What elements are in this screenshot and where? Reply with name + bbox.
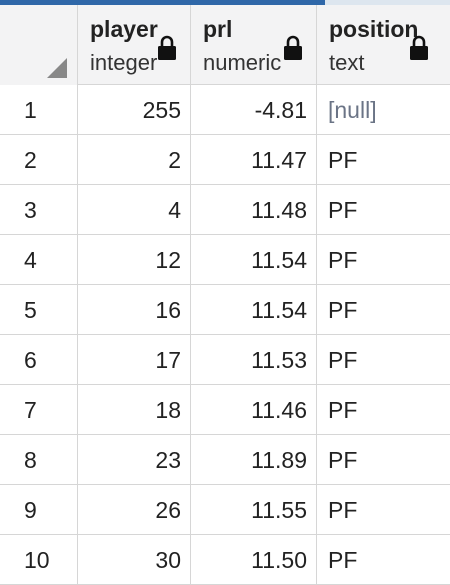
grid-header-row: player integer prl numeric position text	[0, 5, 450, 85]
data-output-grid: player integer prl numeric position text	[0, 5, 450, 585]
table-row[interactable]: 4 12 11.54 PF	[0, 235, 450, 285]
table-row[interactable]: 1 255 -4.81 [null]	[0, 85, 450, 135]
select-all-triangle-icon	[47, 58, 67, 78]
column-type: text	[329, 50, 365, 75]
cell-prl[interactable]: 11.46	[191, 385, 317, 435]
cell-position[interactable]: PF	[328, 347, 358, 373]
cell-prl[interactable]: 11.89	[191, 435, 317, 485]
cell-position[interactable]: PF	[328, 447, 358, 473]
editor-tab-strip	[0, 0, 450, 5]
column-type: integer	[90, 50, 158, 75]
table-row[interactable]: 5 16 11.54 PF	[0, 285, 450, 335]
cell-player[interactable]: 17	[78, 335, 191, 385]
cell-player[interactable]: 2	[78, 135, 191, 185]
table-row[interactable]: 6 17 11.53 PF	[0, 335, 450, 385]
cell-prl[interactable]: -4.81	[191, 85, 317, 135]
cell-player[interactable]: 26	[78, 485, 191, 535]
cell-prl[interactable]: 11.53	[191, 335, 317, 385]
cell-prl[interactable]: 11.47	[191, 135, 317, 185]
table-row[interactable]: 9 26 11.55 PF	[0, 485, 450, 535]
row-number[interactable]: 7	[0, 385, 78, 435]
cell-player[interactable]: 16	[78, 285, 191, 335]
cell-player[interactable]: 23	[78, 435, 191, 485]
row-number[interactable]: 3	[0, 185, 78, 235]
lock-icon	[158, 35, 176, 60]
cell-prl[interactable]: 11.54	[191, 235, 317, 285]
select-all-corner[interactable]	[0, 5, 78, 85]
column-header-player[interactable]: player integer	[78, 5, 191, 85]
cell-position[interactable]: PF	[328, 297, 358, 323]
table-row[interactable]: 8 23 11.89 PF	[0, 435, 450, 485]
row-number[interactable]: 4	[0, 235, 78, 285]
cell-player[interactable]: 12	[78, 235, 191, 285]
cell-prl[interactable]: 11.55	[191, 485, 317, 535]
row-number[interactable]: 2	[0, 135, 78, 185]
column-header-position[interactable]: position text	[317, 5, 450, 85]
row-number[interactable]: 1	[0, 85, 78, 135]
row-number[interactable]: 10	[0, 535, 78, 585]
cell-position[interactable]: PF	[328, 247, 358, 273]
active-tab-indicator	[0, 0, 325, 5]
cell-position[interactable]: PF	[328, 547, 358, 573]
cell-player[interactable]: 4	[78, 185, 191, 235]
table-row[interactable]: 7 18 11.46 PF	[0, 385, 450, 435]
column-name: position	[329, 16, 419, 42]
cell-player[interactable]: 18	[78, 385, 191, 435]
lock-icon	[410, 35, 428, 60]
row-number[interactable]: 6	[0, 335, 78, 385]
cell-prl[interactable]: 11.48	[191, 185, 317, 235]
cell-position[interactable]: PF	[328, 147, 358, 173]
row-number[interactable]: 8	[0, 435, 78, 485]
cell-prl[interactable]: 11.50	[191, 535, 317, 585]
column-name: prl	[203, 16, 233, 42]
cell-prl[interactable]: 11.54	[191, 285, 317, 335]
cell-position[interactable]: [null]	[328, 97, 377, 123]
cell-position[interactable]: PF	[328, 497, 358, 523]
cell-player[interactable]: 30	[78, 535, 191, 585]
cell-player[interactable]: 255	[78, 85, 191, 135]
table-row[interactable]: 2 2 11.47 PF	[0, 135, 450, 185]
table-row[interactable]: 3 4 11.48 PF	[0, 185, 450, 235]
cell-position[interactable]: PF	[328, 197, 358, 223]
lock-icon	[284, 35, 302, 60]
row-number[interactable]: 5	[0, 285, 78, 335]
cell-position[interactable]: PF	[328, 397, 358, 423]
table-row[interactable]: 10 30 11.50 PF	[0, 535, 450, 585]
row-number[interactable]: 9	[0, 485, 78, 535]
column-type: numeric	[203, 50, 282, 75]
column-name: player	[90, 16, 158, 42]
column-header-prl[interactable]: prl numeric	[191, 5, 317, 85]
